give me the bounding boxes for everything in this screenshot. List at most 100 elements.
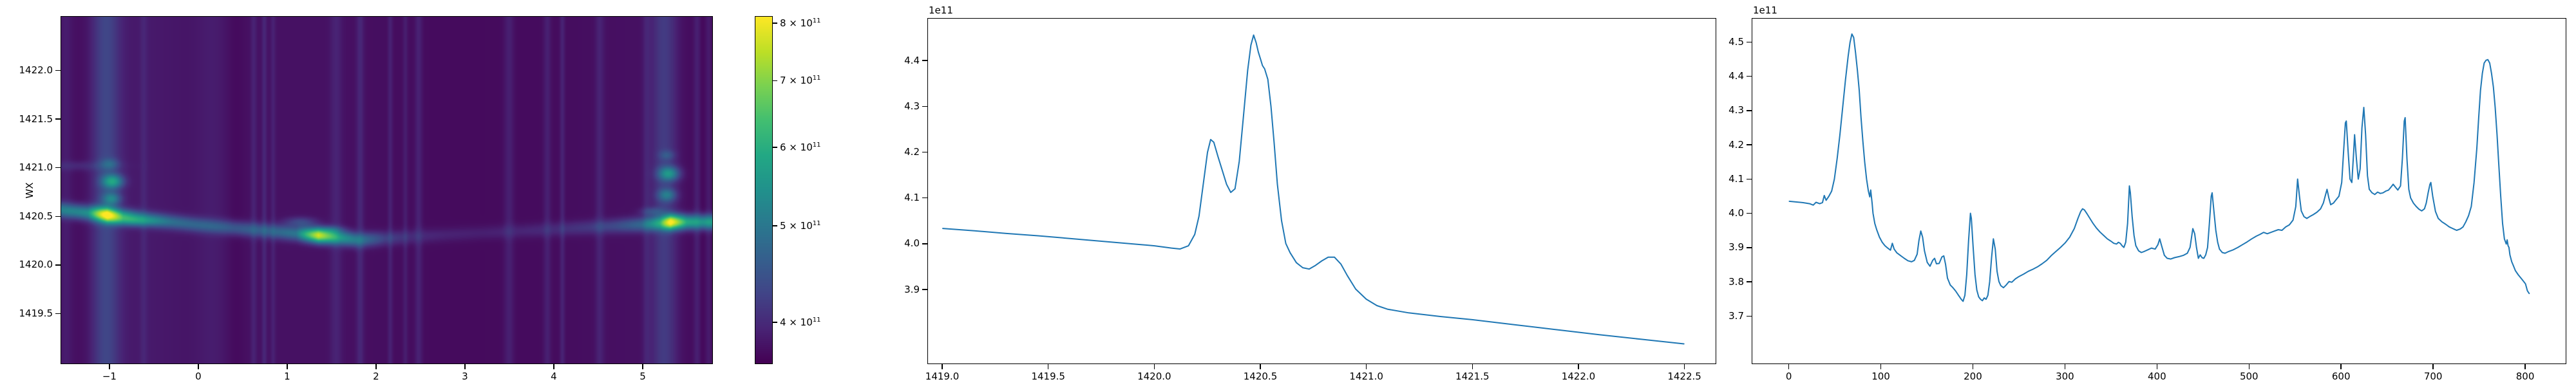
x-tick-label: 300: [2056, 371, 2074, 382]
x-tick-label: 1421.0: [1349, 371, 1383, 382]
x-tick-mark: [375, 364, 377, 369]
x-tick-label: 1420.0: [1137, 371, 1171, 382]
y-tick-label: 4.1: [1728, 172, 1744, 185]
x-tick-mark: [1047, 364, 1049, 369]
y-tick-label: 1420.0: [19, 259, 53, 271]
y-tick-label: 3.9: [1728, 241, 1744, 253]
y-tick-mark: [1747, 212, 1752, 214]
x-tick-mark: [1788, 364, 1790, 369]
colorbar: [755, 16, 773, 364]
y-tick-label: 3.7: [1728, 309, 1744, 322]
y-tick-mark: [922, 243, 927, 244]
x-tick-mark: [1972, 364, 1974, 369]
y-tick-label: 4.0: [1728, 207, 1744, 219]
x-tick-mark: [1472, 364, 1473, 369]
y-tick-mark: [1747, 41, 1752, 43]
x-tick-mark: [2524, 364, 2526, 369]
heatmap-axes: [61, 16, 713, 364]
y-tick-label: 4.0: [904, 237, 920, 250]
y-tick-mark: [1747, 247, 1752, 248]
x-tick-label: 1: [284, 371, 290, 382]
y-tick-mark: [1747, 75, 1752, 77]
y-tick-mark: [1747, 178, 1752, 180]
x-tick-mark: [1683, 364, 1685, 369]
y-tick-mark: [1747, 144, 1752, 145]
x-tick-mark: [2340, 364, 2342, 369]
y-tick-mark: [55, 216, 61, 217]
middle-axis-offset-label: 1e11: [929, 5, 953, 16]
x-tick-mark: [198, 364, 199, 369]
colorbar-tick-label: 7 × 1011: [780, 75, 821, 87]
y-tick-mark: [1747, 281, 1752, 282]
x-tick-mark: [1880, 364, 1882, 369]
y-tick-label: 4.1: [904, 192, 920, 204]
x-tick-label: 5: [639, 371, 646, 382]
x-tick-label: −1: [102, 371, 117, 382]
y-tick-mark: [922, 197, 927, 199]
middle-spectrum-axes: [927, 18, 1716, 364]
y-tick-label: 4.4: [904, 54, 920, 66]
x-tick-label: 0: [195, 371, 202, 382]
colorbar-tick-mark: [773, 23, 777, 24]
y-tick-label: 4.3: [1728, 104, 1744, 116]
colorbar-gradient: [755, 17, 772, 363]
y-tick-label: 3.9: [904, 283, 920, 295]
x-tick-mark: [1153, 364, 1155, 369]
y-tick-label: 4.2: [904, 146, 920, 158]
x-tick-mark: [1578, 364, 1579, 369]
x-tick-label: 800: [2515, 371, 2535, 382]
x-tick-mark: [2064, 364, 2066, 369]
x-tick-label: 0: [1785, 371, 1792, 382]
x-tick-mark: [464, 364, 466, 369]
x-tick-label: 100: [1871, 371, 1890, 382]
right-axis-offset-label: 1e11: [1753, 5, 1777, 16]
y-tick-label: 1420.5: [19, 210, 53, 222]
x-tick-label: 3: [462, 371, 468, 382]
x-tick-label: 1419.5: [1031, 371, 1065, 382]
colorbar-tick-label: 4 × 1011: [780, 316, 821, 328]
x-tick-mark: [2248, 364, 2250, 369]
y-tick-mark: [55, 167, 61, 169]
x-tick-mark: [2432, 364, 2434, 369]
colorbar-tick-mark: [773, 80, 777, 82]
x-tick-mark: [1260, 364, 1261, 369]
x-tick-mark: [2156, 364, 2158, 369]
y-tick-label: 3.8: [1728, 275, 1744, 288]
y-tick-mark: [922, 151, 927, 153]
colorbar-tick-label: 8 × 1011: [780, 17, 821, 29]
x-tick-label: 200: [1964, 371, 1982, 382]
x-tick-label: 4: [551, 371, 557, 382]
y-tick-mark: [55, 264, 61, 266]
y-tick-label: 1422.0: [19, 64, 53, 77]
x-tick-mark: [642, 364, 643, 369]
middle-spectrum-line: [942, 34, 1685, 345]
x-tick-label: 1422.5: [1667, 371, 1701, 382]
x-tick-mark: [942, 364, 943, 369]
y-tick-mark: [922, 106, 927, 107]
y-tick-mark: [55, 69, 61, 71]
y-tick-label: 4.5: [1728, 35, 1744, 48]
y-tick-label: 1421.5: [19, 113, 53, 125]
y-tick-label: 1419.5: [19, 307, 53, 319]
x-tick-label: 1419.0: [925, 371, 960, 382]
x-tick-mark: [287, 364, 288, 369]
heatmap-ylabel: WX: [24, 181, 35, 199]
y-tick-mark: [55, 313, 61, 315]
x-tick-mark: [1365, 364, 1367, 369]
colorbar-tick-mark: [773, 225, 777, 226]
right-spectrum-axes: [1752, 18, 2566, 364]
heatmap-image: [61, 17, 712, 363]
colorbar-tick-label: 6 × 1011: [780, 141, 821, 153]
x-tick-label: 1421.5: [1455, 371, 1490, 382]
y-tick-mark: [922, 60, 927, 61]
y-tick-mark: [1747, 110, 1752, 111]
x-tick-label: 2: [373, 371, 379, 382]
x-tick-mark: [109, 364, 110, 369]
right-spectrum-line: [1788, 33, 2530, 302]
x-tick-label: 700: [2423, 371, 2443, 382]
x-tick-label: 400: [2148, 371, 2166, 382]
y-tick-label: 1421.0: [19, 161, 53, 174]
y-tick-label: 4.3: [904, 100, 920, 112]
colorbar-tick-mark: [773, 322, 777, 323]
